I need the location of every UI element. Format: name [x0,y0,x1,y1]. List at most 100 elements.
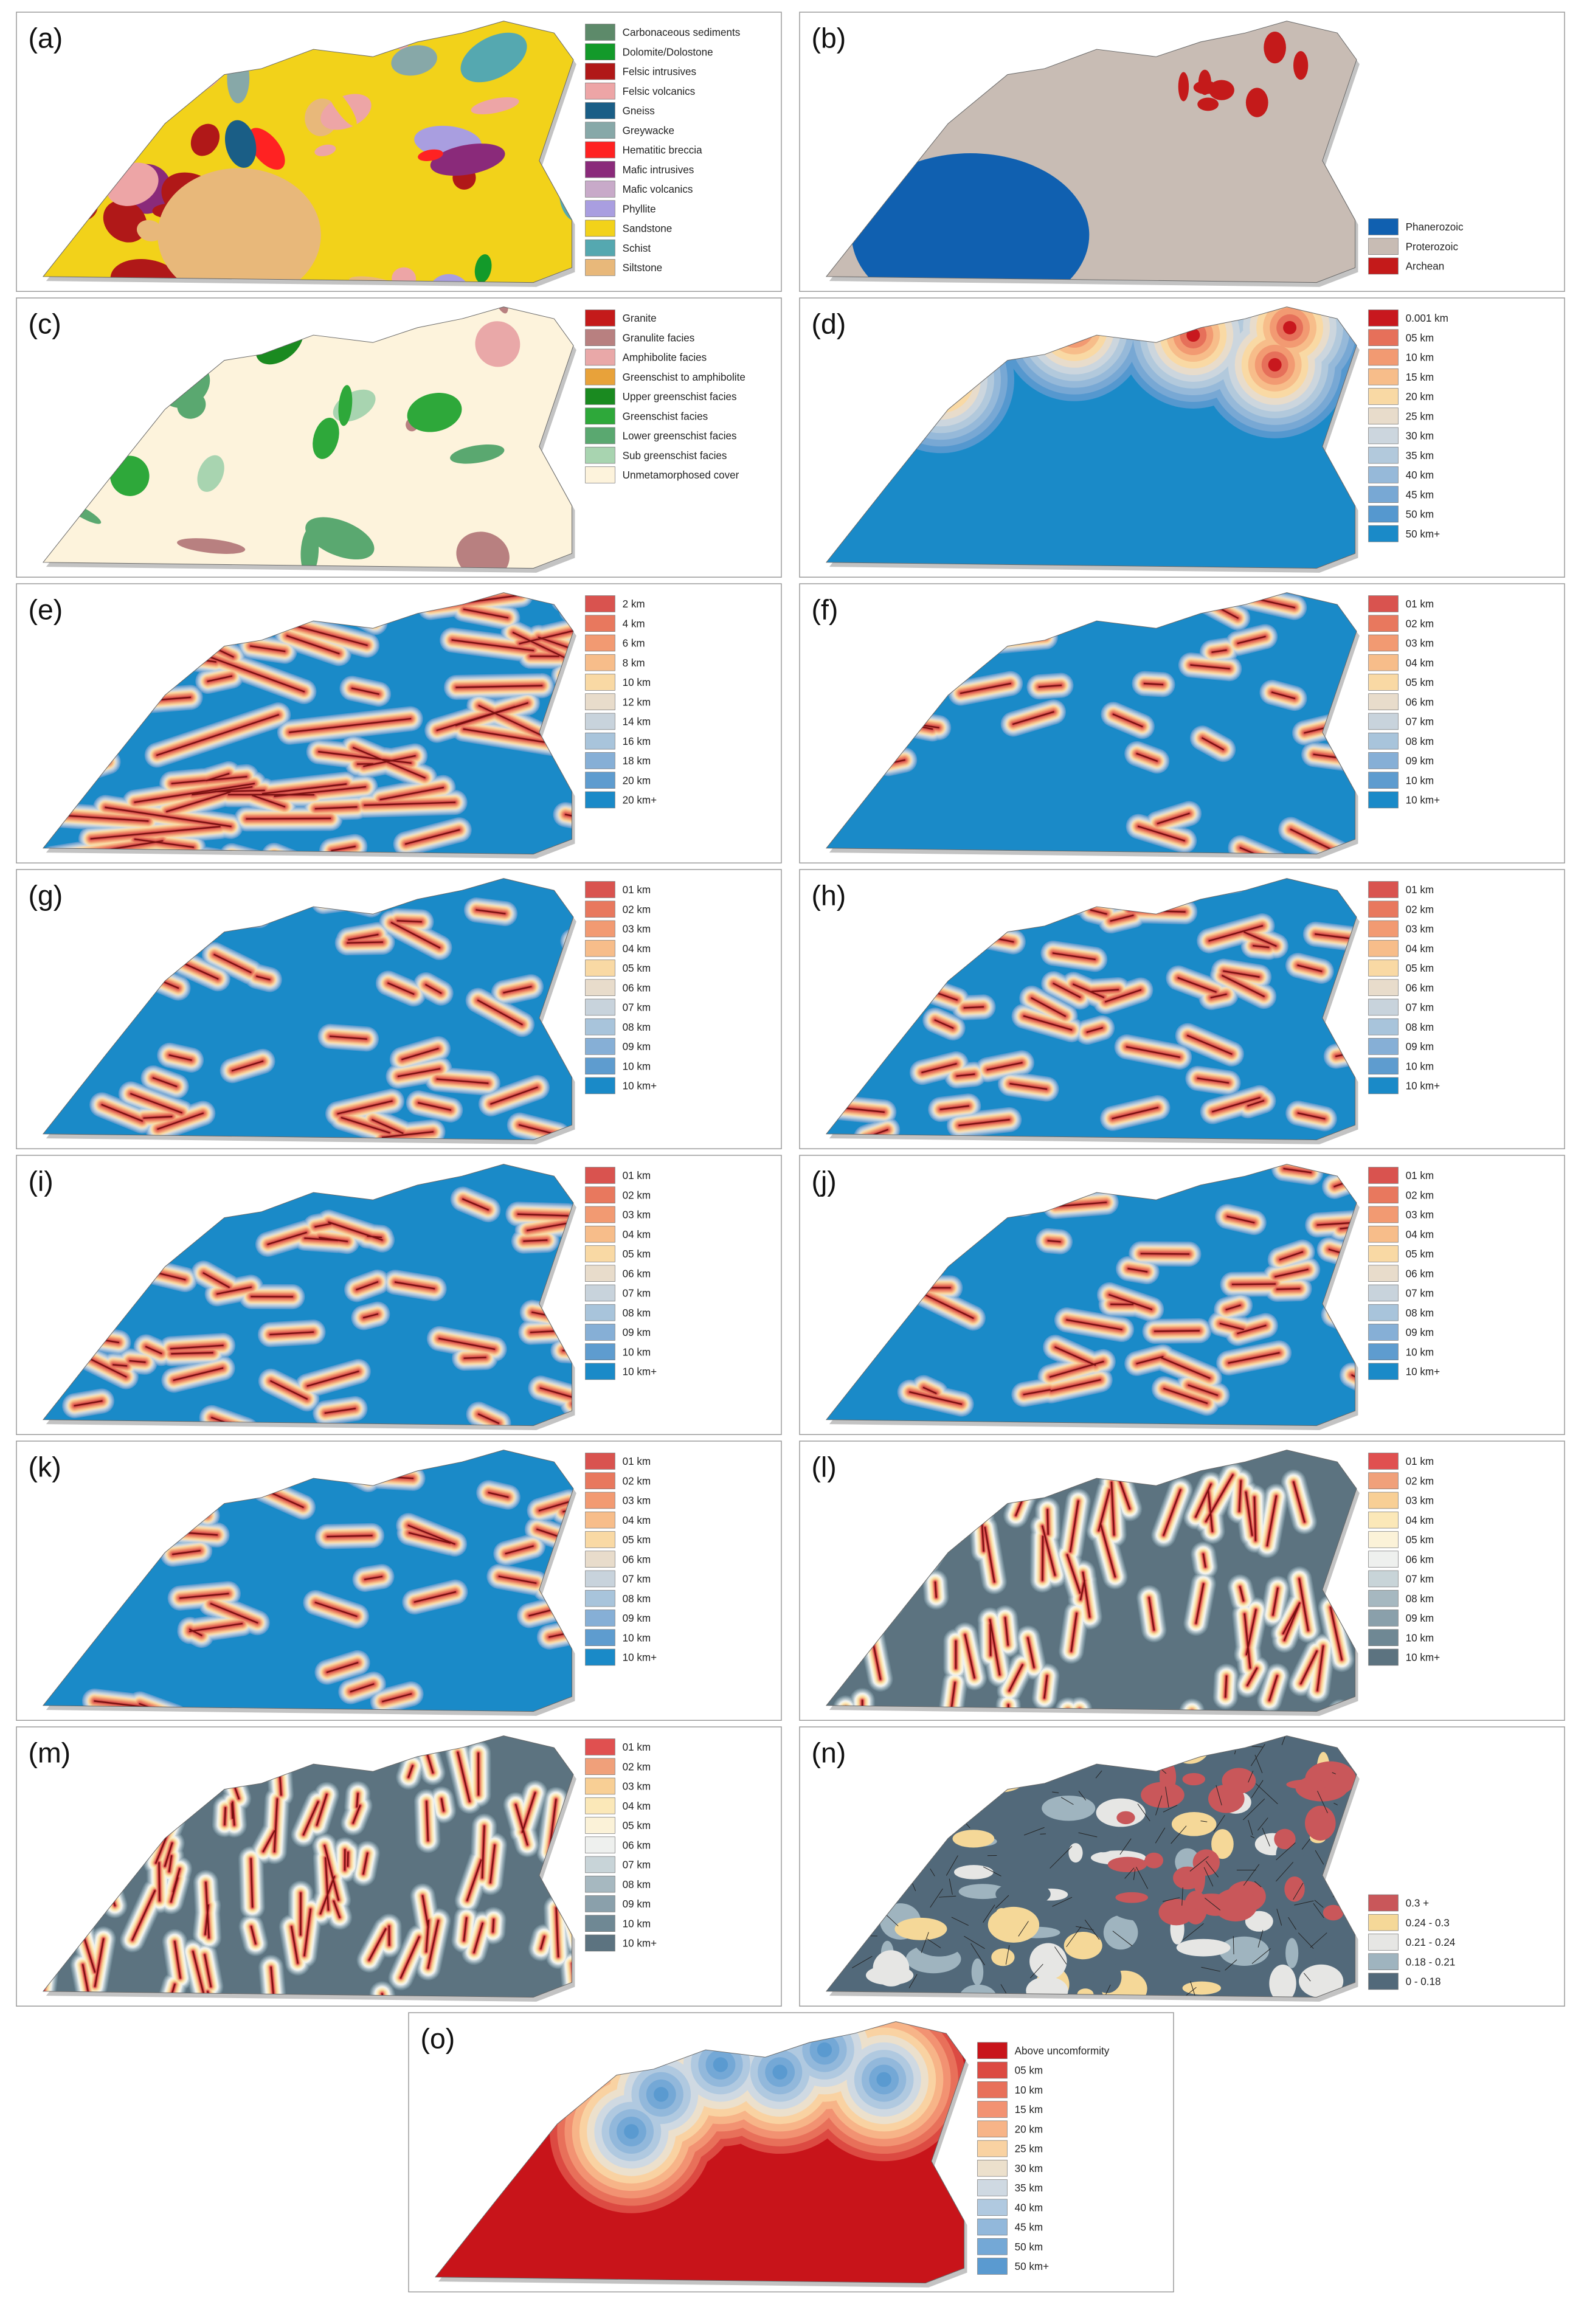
legend-swatch [1368,791,1399,809]
legend-swatch [585,1570,615,1588]
score-zone [1115,1892,1149,1903]
legend-label: 25 km [1406,410,1434,422]
legend-swatch [1368,505,1399,523]
legend-label: 04 km [1406,943,1434,955]
map-outline [42,1164,574,1427]
legend-label: Sub greenschist facies [623,450,727,462]
legend-label: Mafic intrusives [623,164,694,176]
score-zone [958,1884,1008,1900]
score-zone [1093,1961,1122,1993]
legend-label: 06 km [1406,1554,1434,1565]
legend-label: 12 km [623,696,651,708]
distance-zone [654,2087,669,2102]
legend-swatch [585,1817,615,1834]
legend-label: 01 km [623,1741,651,1753]
legend-label: 03 km [623,1781,651,1793]
legend-swatch [1368,218,1399,235]
legend-label: 15 km [1015,2104,1043,2115]
panel-label: (i) [29,1166,54,1197]
score-zone [1088,1826,1118,1853]
map-region [392,267,417,283]
legend-swatch [585,772,615,789]
panel-label: (b) [812,22,846,54]
map-region [475,321,521,367]
legend-swatch [585,634,615,652]
legend-swatch [1368,920,1399,938]
legend-swatch [585,1758,615,1776]
distance-zone [1186,328,1200,342]
legend-label: 05 km [1406,332,1434,344]
score-zone [1026,1976,1068,1997]
legend-swatch [1368,1472,1399,1490]
legend-label: Greywacke [623,125,674,136]
legend-label: 07 km [623,1859,651,1871]
score-zone [987,1906,1040,1943]
legend-swatch [977,2101,1008,2118]
legend-label: 08 km [1406,1307,1434,1319]
score-zone [1068,1843,1083,1863]
map-region [313,418,339,459]
score-zone [1299,1964,1344,1997]
score-zone [1211,1829,1234,1859]
legend-swatch [1368,368,1399,386]
legend-swatch [585,1856,615,1873]
legend-label: 05 km [1406,963,1434,974]
distance-zone [713,2057,728,2072]
legend-label: 04 km [623,1800,651,1812]
legend-swatch [585,1265,615,1282]
score-zone [1286,1779,1329,1790]
legend-label: Carbonaceous sediments [623,27,741,38]
score-zone [1274,1828,1296,1850]
legend-label: 10 km [623,1346,651,1358]
legend-label: 10 km [623,1632,651,1644]
panel-label: (l) [812,1451,837,1483]
legend-swatch [585,24,615,41]
legend-label: 07 km [1406,716,1434,728]
map-outline [825,1450,1357,1712]
legend-swatch [585,1895,615,1912]
legend-label: 45 km [1406,489,1434,500]
map-outline [825,592,1357,855]
legend-swatch [1368,881,1399,898]
map-region [349,276,395,283]
legend-swatch [585,881,615,898]
legend-label: 02 km [623,1189,651,1201]
legend-label: 07 km [623,1002,651,1014]
panel-label: (e) [29,594,63,626]
legend-label: Phanerozoic [1406,221,1464,233]
legend-swatch [1368,1610,1399,1627]
distance-zone [817,2042,832,2058]
legend-label: 10 km [1406,1346,1434,1358]
legend-swatch [977,2042,1008,2059]
legend-label: 06 km [623,1268,651,1279]
map-region [1245,88,1268,117]
score-zone [952,1830,995,1848]
score-zone [1042,1795,1096,1821]
legend-label: 20 km+ [623,795,657,806]
legend-swatch [585,1167,615,1184]
score-zone [1285,1938,1299,1968]
legend-label: 01 km [623,1170,651,1181]
score-zone [1112,1899,1169,1921]
legend-swatch [585,1324,615,1341]
legend-label: 03 km [623,1209,651,1221]
score-zone [1222,1768,1256,1794]
legend-swatch [585,1511,615,1529]
legend-label: 09 km [623,1041,651,1053]
legend-label: Mafic volcanics [623,184,693,195]
legend-label: 10 km [623,677,651,688]
legend-label: 0.24 - 0.3 [1406,1917,1450,1929]
panel: (h) 01 km 02 km 03 km 04 km 05 km 06 km 07 km 08… [799,869,1565,1149]
legend-swatch [585,446,615,464]
map-region [450,444,505,464]
legend-swatch [585,998,615,1016]
legend-swatch [1368,1589,1399,1607]
legend-swatch [1368,960,1399,977]
legend-swatch [585,388,615,405]
legend-swatch [977,2218,1008,2236]
legend-swatch [585,141,615,159]
legend-swatch [1368,1265,1399,1282]
map-outline [42,878,574,1141]
legend-label: 10 km [1406,1060,1434,1072]
